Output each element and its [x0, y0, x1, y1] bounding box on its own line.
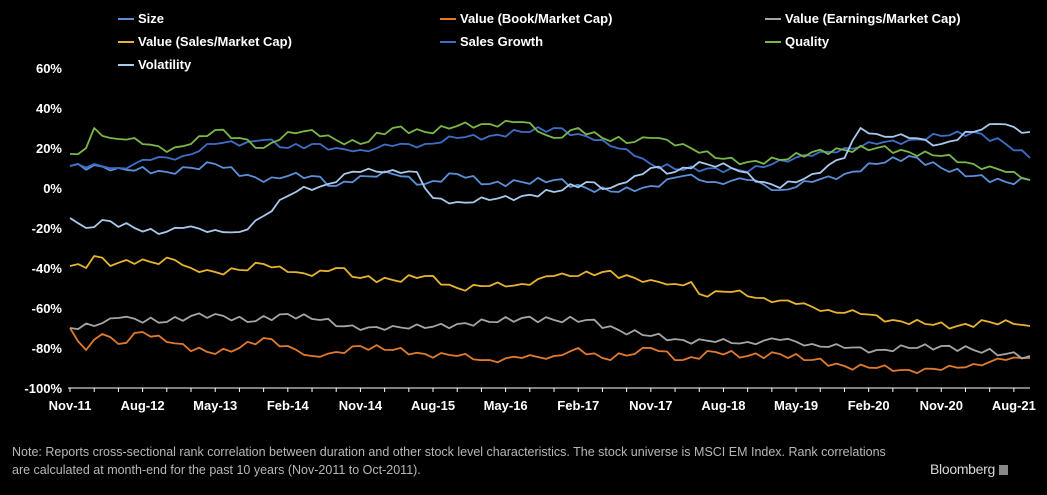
source-text: Bloomberg: [930, 461, 996, 477]
y-tick-label: -20%: [32, 221, 63, 236]
x-tick-label: Aug-21: [992, 398, 1036, 413]
y-axis: 60% 40% 20% 0% -20% -40% -60% -80% -100%: [24, 61, 62, 396]
x-tick-label: Aug-12: [121, 398, 165, 413]
x-tick-label: Aug-15: [411, 398, 455, 413]
x-tick-label: May-13: [193, 398, 237, 413]
y-tick-label: -80%: [32, 341, 63, 356]
line-chart: Size Value (Book/Market Cap) Value (Earnin…: [24, 11, 1036, 413]
y-tick-label: -100%: [24, 381, 62, 396]
x-axis: Nov-11 Aug-12 May-13 Feb-14 Nov-14 Aug-15 May-…: [49, 387, 1036, 413]
x-tick-label: May-16: [484, 398, 528, 413]
source-label: Bloomberg: [930, 461, 1009, 477]
x-tick-label: Feb-17: [557, 398, 599, 413]
series-line-sales-growth: [69, 126, 1031, 174]
x-tick-label: Nov-20: [920, 398, 963, 413]
y-tick-label: 60%: [36, 61, 62, 76]
legend-label-value-sales-market-cap: Value (Sales/Market Cap): [138, 34, 292, 49]
chart-note: Note: Reports cross-sectional rank corre…: [12, 445, 886, 477]
series-line-value-book-market-cap: [69, 327, 1030, 374]
legend-label-value-book-market-cap: Value (Book/Market Cap): [460, 11, 612, 26]
x-tick-label: Nov-17: [629, 398, 672, 413]
x-tick-label: May-19: [774, 398, 818, 413]
x-tick-label: Aug-18: [701, 398, 745, 413]
y-tick-label: 40%: [36, 101, 62, 116]
legend-label-quality: Quality: [785, 34, 830, 49]
legend-label-value-earnings-market-cap: Value (Earnings/Market Cap): [785, 11, 961, 26]
series-line-quality: [69, 119, 1031, 181]
x-tick-label: Feb-20: [848, 398, 890, 413]
legend-label-volatility: Volatility: [138, 57, 192, 72]
plot-area: [69, 119, 1031, 374]
legend-label-sales-growth: Sales Growth: [460, 34, 543, 49]
series-line-value-sales-market-cap: [69, 255, 1031, 330]
y-tick-label: -60%: [32, 301, 63, 316]
y-tick-label: 20%: [36, 141, 62, 156]
series-line-value-earnings-market-cap: [69, 312, 1031, 360]
series-line-size: [69, 155, 1031, 193]
legend: Size Value (Book/Market Cap) Value (Earnin…: [118, 11, 961, 72]
x-tick-label: Feb-14: [267, 398, 310, 413]
x-tick-label: Nov-11: [49, 398, 92, 413]
bloomberg-logo-icon: [999, 465, 1009, 475]
legend-label-size: Size: [138, 11, 164, 26]
series-line-volatility: [69, 123, 1031, 235]
x-tick-label: Nov-14: [339, 398, 383, 413]
y-tick-label: 0%: [43, 181, 62, 196]
y-tick-label: -40%: [32, 261, 63, 276]
